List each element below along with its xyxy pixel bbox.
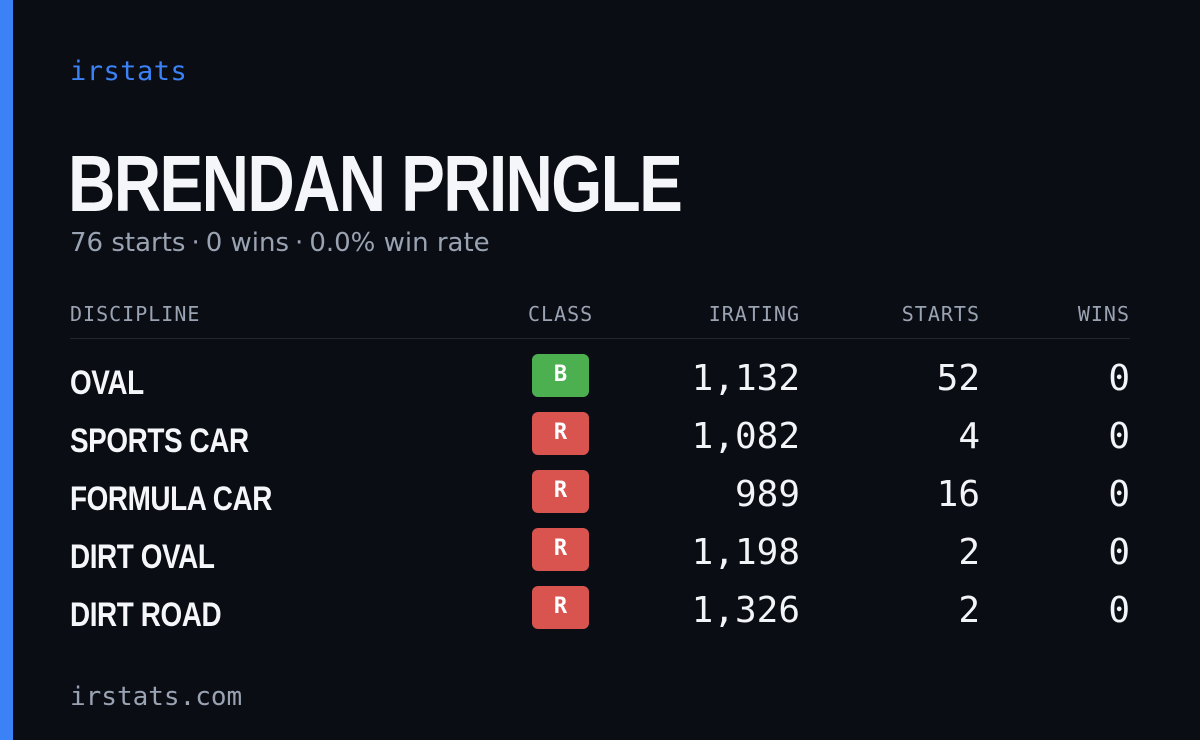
summary-separator: · (295, 228, 304, 258)
discipline-table: OVAL B 1,132 52 0 SPORTS CAR R 1,082 4 0… (70, 350, 1130, 640)
summary-separator: · (191, 228, 200, 258)
wins-value: 0 (1108, 416, 1130, 457)
discipline-name: FORMULA CAR (70, 480, 272, 518)
starts-value: 2 (958, 590, 980, 631)
class-badge: R (532, 528, 589, 571)
wins-value: 0 (1108, 358, 1130, 399)
starts-value: 2 (958, 532, 980, 573)
starts-value: 16 (936, 474, 980, 515)
header-class: CLASS (528, 302, 594, 326)
irating-value: 1,198 (691, 532, 800, 573)
class-badge: R (532, 586, 589, 629)
accent-bar (0, 0, 13, 740)
summary-line: 76 starts · 0 wins · 0.0% win rate (70, 228, 490, 258)
header-discipline: DISCIPLINE (70, 302, 201, 326)
discipline-name: SPORTS CAR (70, 422, 249, 460)
wins-value: 0 (1108, 590, 1130, 631)
header-irating: IRATING (708, 302, 800, 326)
table-row: OVAL B 1,132 52 0 (70, 350, 1130, 408)
summary-win-rate: 0.0% win rate (309, 228, 490, 258)
table-row: DIRT OVAL R 1,198 2 0 (70, 524, 1130, 582)
discipline-name: DIRT OVAL (70, 538, 215, 576)
class-badge: R (532, 412, 589, 455)
class-badge: B (532, 354, 589, 397)
discipline-name: OVAL (70, 364, 144, 402)
table-header: DISCIPLINE CLASS IRATING STARTS WINS (70, 300, 1130, 339)
class-badge: R (532, 470, 589, 513)
summary-starts: 76 starts (70, 228, 186, 258)
table-row: FORMULA CAR R 989 16 0 (70, 466, 1130, 524)
header-wins: WINS (1077, 302, 1130, 326)
driver-name: BRENDAN PRINGLE (68, 139, 683, 228)
table-row: DIRT ROAD R 1,326 2 0 (70, 582, 1130, 640)
irating-value: 1,082 (691, 416, 800, 457)
header-starts: STARTS (901, 302, 980, 326)
irating-value: 1,132 (691, 358, 800, 399)
brand-logo: irstats (70, 56, 188, 87)
summary-wins: 0 wins (205, 228, 290, 258)
wins-value: 0 (1108, 532, 1130, 573)
irating-value: 989 (734, 474, 800, 515)
wins-value: 0 (1108, 474, 1130, 515)
table-row: SPORTS CAR R 1,082 4 0 (70, 408, 1130, 466)
irating-value: 1,326 (691, 590, 800, 631)
discipline-name: DIRT ROAD (70, 596, 222, 634)
starts-value: 4 (958, 416, 980, 457)
footer-url: irstats.com (70, 682, 243, 712)
starts-value: 52 (936, 358, 980, 399)
